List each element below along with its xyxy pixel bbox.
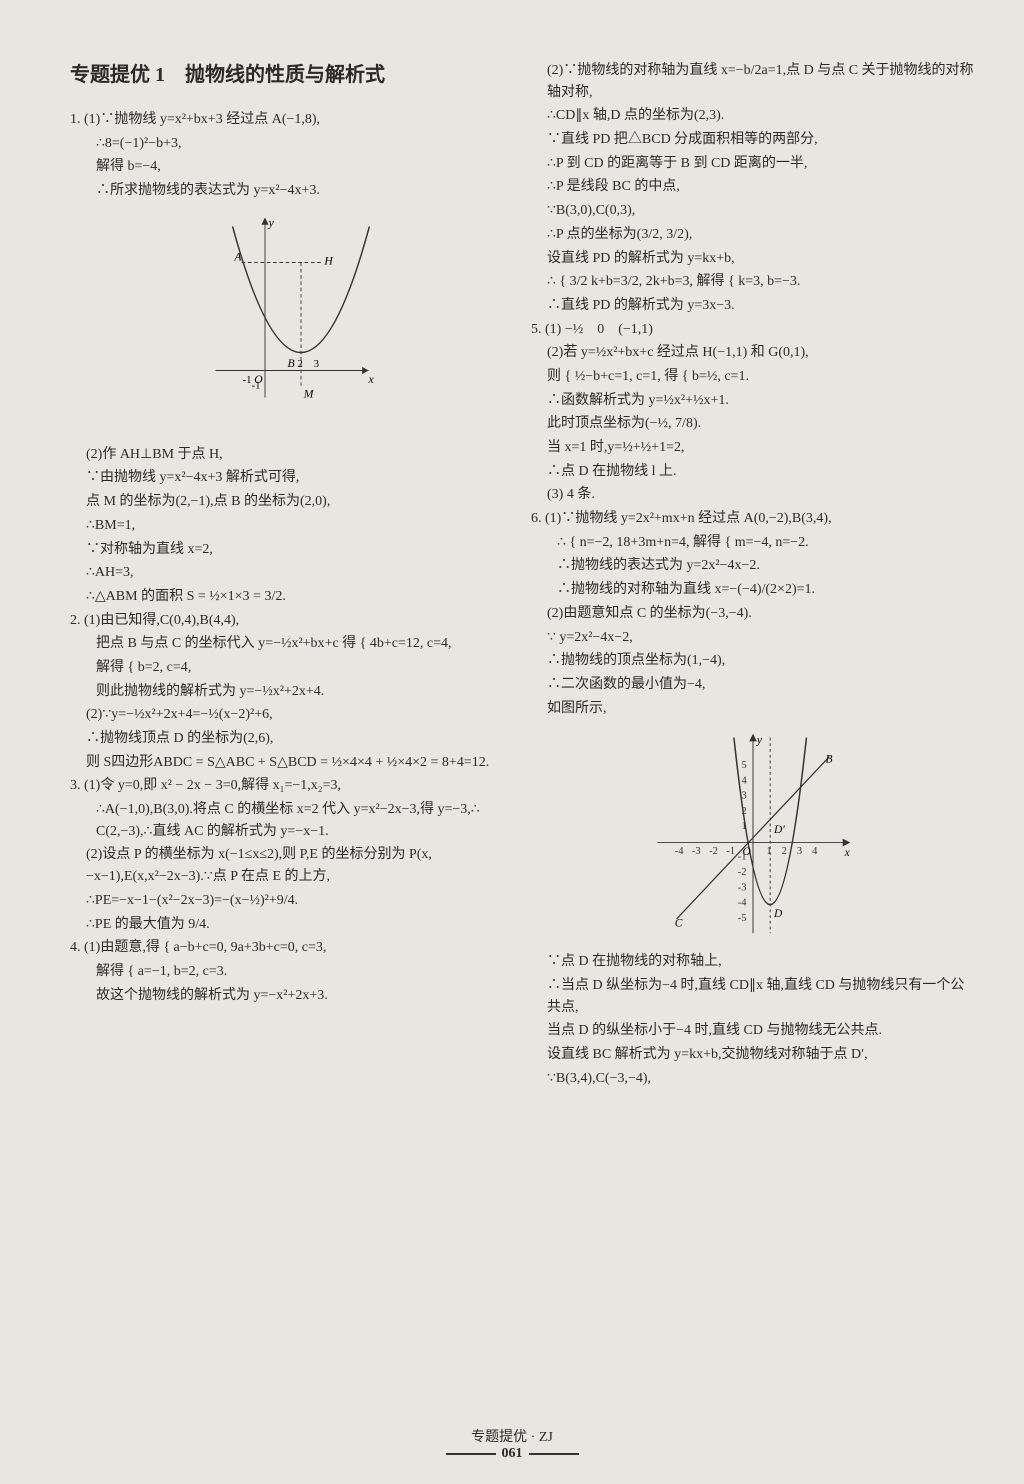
footer-label: 专题提优 · ZJ: [471, 1430, 553, 1445]
r10: ∴直线 PD 的解析式为 y=3x−3.: [531, 295, 974, 317]
svg-text:-4: -4: [674, 846, 683, 857]
q3-5: ∴PE 的最大值为 9/4.: [70, 914, 513, 936]
svg-text:D′: D′: [773, 824, 785, 836]
svg-text:-4: -4: [737, 898, 746, 909]
svg-text:-2: -2: [709, 846, 718, 857]
svg-text:A: A: [233, 250, 242, 263]
svg-text:H: H: [323, 254, 333, 267]
svg-text:-3: -3: [691, 846, 700, 857]
q2-1: 2. (1)由已知得,C(0,4),B(4,4),: [70, 610, 513, 632]
svg-text:4: 4: [741, 776, 747, 787]
svg-text:2: 2: [781, 846, 786, 857]
q6-12: 当点 D 的纵坐标小于−4 时,直线 CD 与抛物线无公共点.: [531, 1020, 974, 1042]
q1-8: ∴BM=1,: [70, 515, 513, 537]
q6-2: ∴ { n=−2, 18+3m+n=4, 解得 { m=−4, n=−2.: [531, 532, 974, 554]
q1-10: ∴AH=3,: [70, 562, 513, 584]
svg-text:5: 5: [741, 760, 746, 771]
r7: ∴P 点的坐标为(3/2, 3/2),: [531, 224, 974, 246]
svg-text:-3: -3: [737, 883, 746, 894]
r1: (2)∵抛物线的对称轴为直线 x=−b/2a=1,点 D 与点 C 关于抛物线的…: [531, 60, 974, 103]
parabola-graph-2: y x O B C D D′ 1234 -1-2-3-4 12345 -1-2-…: [648, 723, 858, 943]
r8: 设直线 PD 的解析式为 y=kx+b,: [531, 248, 974, 270]
q6-5: (2)由题意知点 C 的坐标为(−3,−4).: [531, 603, 974, 625]
page-title: 专题提优 1 抛物线的性质与解析式: [70, 60, 513, 91]
svg-text:-1: -1: [737, 852, 746, 863]
q4-3: 故这个抛物线的解析式为 y=−x²+2x+3.: [70, 985, 513, 1007]
q5-3: 则 { ½−b+c=1, c=1, 得 { b=½, c=1.: [531, 366, 974, 388]
q6-7: ∴抛物线的顶点坐标为(1,−4),: [531, 650, 974, 672]
r4: ∴P 到 CD 的距离等于 B 到 CD 距离的一半,: [531, 153, 974, 175]
q6-10: ∵点 D 在抛物线的对称轴上,: [531, 951, 974, 973]
q3-3: (2)设点 P 的横坐标为 x(−1≤x≤2),则 P,E 的坐标分别为 P(x…: [70, 844, 513, 887]
q2-5: (2)∵y=−½x²+2x+4=−½(x−2)²+6,: [70, 704, 513, 726]
svg-text:1: 1: [766, 846, 771, 857]
q6-1: 6. (1)∵抛物线 y=2x²+mx+n 经过点 A(0,−2),B(3,4)…: [531, 508, 974, 530]
q4-1: 4. (1)由题意,得 { a−b+c=0, 9a+3b+c=0, c=3,: [70, 937, 513, 959]
q2-2: 把点 B 与点 C 的坐标代入 y=−½x²+bx+c 得 { 4b+c=12,…: [70, 633, 513, 655]
svg-text:C: C: [674, 918, 682, 930]
q3-2: ∴A(−1,0),B(3,0).将点 C 的横坐标 x=2 代入 y=x²−2x…: [70, 799, 513, 842]
svg-text:D: D: [773, 908, 783, 920]
r9: ∴ { 3/2 k+b=3/2, 2k+b=3, 解得 { k=3, b=−3.: [531, 271, 974, 293]
page-footer: 专题提优 · ZJ 061: [0, 1426, 1024, 1462]
q5-5: 此时顶点坐标为(−½, 7/8).: [531, 413, 974, 435]
svg-text:y: y: [267, 216, 274, 229]
svg-text:3: 3: [796, 846, 801, 857]
q1-4: ∴所求抛物线的表达式为 y=x²−4x+3.: [70, 180, 513, 202]
q6-13: 设直线 BC 解析式为 y=kx+b,交抛物线对称轴于点 D′,: [531, 1044, 974, 1066]
q5-7: ∴点 D 在抛物线 l 上.: [531, 461, 974, 483]
svg-text:B: B: [825, 754, 832, 766]
svg-text:B: B: [287, 357, 294, 370]
svg-text:x: x: [843, 847, 849, 859]
svg-text:2: 2: [297, 358, 302, 370]
q2-3: 解得 { b=2, c=4,: [70, 657, 513, 679]
page-number: 061: [502, 1446, 523, 1461]
svg-text:4: 4: [812, 846, 818, 857]
svg-text:-1: -1: [251, 379, 260, 391]
q1-6: ∵由抛物线 y=x²−4x+3 解析式可得,: [70, 467, 513, 489]
q6-4: ∴抛物线的对称轴为直线 x=−(−4)/(2×2)=1.: [531, 579, 974, 601]
q1-5: (2)作 AH⊥BM 于点 H,: [70, 444, 513, 466]
q2-4: 则此抛物线的解析式为 y=−½x²+2x+4.: [70, 681, 513, 703]
r5: ∴P 是线段 BC 的中点,: [531, 176, 974, 198]
q1-7: 点 M 的坐标为(2,−1),点 B 的坐标为(2,0),: [70, 491, 513, 513]
r2: ∴CD∥x 轴,D 点的坐标为(2,3).: [531, 105, 974, 127]
svg-text:2: 2: [741, 806, 746, 817]
q5-1: 5. (1) −½ 0 (−1,1): [531, 319, 974, 341]
svg-text:M: M: [302, 387, 314, 400]
q1-2: ∴8=(−1)²−b+3,: [70, 133, 513, 155]
svg-text:-1: -1: [726, 846, 735, 857]
q6-3: ∴抛物线的表达式为 y=2x²−4x−2.: [531, 555, 974, 577]
q1-9: ∵对称轴为直线 x=2,: [70, 539, 513, 561]
q6-11: ∴当点 D 纵坐标为−4 时,直线 CD∥x 轴,直线 CD 与抛物线只有一个公…: [531, 975, 974, 1018]
q6-8: ∴二次函数的最小值为−4,: [531, 674, 974, 696]
q2-7: 则 S四边形ABDC = S△ABC + S△BCD = ½×4×4 + ½×4…: [70, 752, 513, 774]
parabola-graph-1: A H B M y x O -1 2 3 -1: [202, 206, 382, 436]
svg-text:-1: -1: [242, 374, 251, 386]
q5-2: (2)若 y=½x²+bx+c 经过点 H(−1,1) 和 G(0,1),: [531, 342, 974, 364]
q5-4: ∴函数解析式为 y=½x²+½x+1.: [531, 390, 974, 412]
q5-6: 当 x=1 时,y=½+½+1=2,: [531, 437, 974, 459]
q4-2: 解得 { a=−1, b=2, c=3.: [70, 961, 513, 983]
q2-6: ∴抛物线顶点 D 的坐标为(2,6),: [70, 728, 513, 750]
svg-text:x: x: [367, 373, 374, 386]
svg-text:1: 1: [741, 821, 746, 832]
q1-3: 解得 b=−4,: [70, 156, 513, 178]
svg-text:3: 3: [313, 358, 318, 370]
q1-11: ∴△ABM 的面积 S = ½×1×3 = 3/2.: [70, 586, 513, 608]
svg-text:-5: -5: [737, 913, 746, 924]
svg-text:y: y: [755, 735, 762, 747]
q6-6: ∵ y=2x²−4x−2,: [531, 627, 974, 649]
svg-text:-2: -2: [737, 867, 746, 878]
svg-text:3: 3: [741, 791, 746, 802]
q3-4: ∴PE=−x−1−(x²−2x−3)=−(x−½)²+9/4.: [70, 890, 513, 912]
q3-1: 3. (1)令 y=0,即 x² − 2x − 3=0,解得 x₁=−1,x₂=…: [70, 775, 513, 797]
r6: ∵B(3,0),C(0,3),: [531, 200, 974, 222]
q6-14: ∵B(3,4),C(−3,−4),: [531, 1068, 974, 1090]
q1-1: 1. (1)∵抛物线 y=x²+bx+3 经过点 A(−1,8),: [70, 109, 513, 131]
q6-9: 如图所示,: [531, 698, 974, 720]
q5-8: (3) 4 条.: [531, 484, 974, 506]
r3: ∵直线 PD 把△BCD 分成面积相等的两部分,: [531, 129, 974, 151]
